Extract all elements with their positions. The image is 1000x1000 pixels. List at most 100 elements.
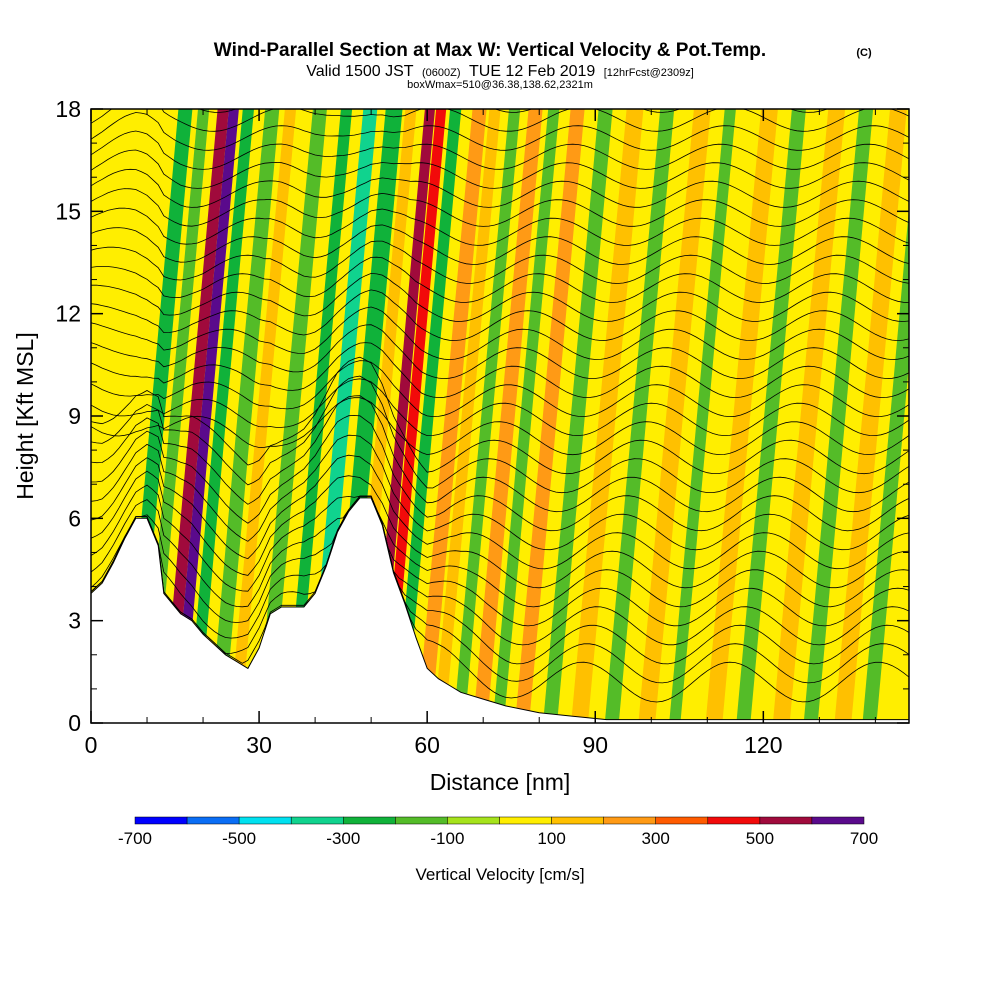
velocity-band [257,109,327,723]
y-tick-label: 6 [68,505,81,531]
colorbar-segment [551,816,604,825]
chart-title: Wind-Parallel Section at Max W: Vertical… [214,40,766,61]
theta-contour [91,112,909,151]
axes: 0 30 60 90 120 0 3 6 9 12 15 18 [55,96,909,758]
theta-contour [91,495,909,703]
velocity-band [571,109,644,723]
colorbar-segment [186,816,240,825]
terrain-mask [91,497,909,723]
colorbar-segment [447,816,500,825]
colorbar: -700 -500 -300 -100 100 300 500 700 [118,816,878,848]
velocity-band [285,109,353,723]
y-axis-label: Height [Kft MSL] [12,332,38,499]
colorbar-segment [655,816,709,825]
velocity-band [209,109,280,723]
theta-contour [91,495,909,646]
theta-contour [91,375,909,494]
theta-contour [91,109,909,132]
theta-contour [91,289,909,342]
theta-contour [198,109,829,113]
velocity-band [638,109,711,723]
velocity-band [705,109,778,723]
theta-contour [91,224,909,265]
y-tick-label: 3 [68,608,81,634]
theta-contour [91,342,909,399]
x-tick-label: 0 [85,732,98,758]
potential-temperature-contours [91,109,909,703]
velocity-band-core [382,109,445,723]
colorbar-segment [499,816,552,825]
x-tick-label: 120 [744,732,782,758]
chart-subtitle: Valid 1500 JST (0600Z) TUE 12 Feb 2019 [… [306,63,694,80]
y-tick-label: 9 [68,403,81,429]
subtitle-valid: Valid 1500 JST [306,63,414,80]
terrain [91,497,909,723]
velocity-band [473,109,543,723]
colorbar-segment [290,816,344,825]
colorbar-segment [395,816,448,825]
y-tick-label: 0 [68,710,81,736]
colorbar-segment [707,816,761,825]
theta-contour [91,306,909,361]
colorbar-segment [343,816,396,825]
velocity-band [803,109,874,723]
velocity-band [187,109,254,723]
x-axis-label: Distance [nm] [430,769,571,795]
velocity-band [669,109,736,723]
velocity-band [862,208,909,723]
colorbar-label: Vertical Velocity [cm/s] [415,865,584,884]
theta-contour [91,397,909,456]
subtitle-forecast: [12hrFcst@2309z] [604,67,694,79]
theta-contour [91,484,909,608]
theta-contour [91,470,909,589]
theta-contour [91,415,909,532]
y-tick-label: 12 [55,301,81,327]
subtitle-utc: (0600Z) [422,67,461,79]
x-tick-label: 90 [582,732,608,758]
velocity-band [604,109,675,723]
theta-contour [91,495,909,684]
y-tick-label: 18 [55,96,81,122]
theta-contour [91,356,909,475]
box-info: boxWmax=510@36.38,138.62,2321m [407,79,593,91]
theta-contour [91,272,909,322]
velocity-band-core [164,109,227,723]
theta-contour [91,324,909,380]
colorbar-tick-label: 500 [746,829,774,848]
colorbar-tick-label: 300 [642,829,670,848]
subtitle-date: TUE 12 Feb 2019 [469,63,595,80]
colorbar-tick-label: -700 [118,829,152,848]
chart-title-mark: (C) [856,47,872,59]
theta-contour [91,454,909,570]
x-tick-label: 30 [246,732,272,758]
theta-contour [91,360,909,418]
colorbar-segment [811,816,865,825]
velocity-band [772,109,846,723]
colorbar-segment [238,816,292,825]
colorbar-tick-label: 100 [537,829,565,848]
colorbar-tick-label: -500 [222,829,256,848]
theta-contour [91,240,909,284]
theta-contour [91,378,909,437]
theta-contour [91,130,909,170]
velocity-band [492,109,560,723]
colorbar-tick-label: -100 [430,829,464,848]
y-tick-label: 15 [55,198,81,224]
colorbar-segment [759,816,813,825]
theta-contour [91,434,909,551]
theta-contour [91,188,909,227]
theta-contour [91,149,909,189]
x-tick-label: 60 [414,732,440,758]
theta-contour [91,207,909,246]
velocity-band [417,109,487,723]
theta-contour [91,495,909,665]
colorbar-tick-label: 700 [850,829,878,848]
theta-contour [91,168,909,208]
colorbar-tick-label: -300 [326,829,360,848]
velocity-band [453,109,521,723]
theta-contour [91,395,909,513]
velocity-band [433,109,501,723]
theta-contour [91,495,909,627]
colorbar-segment [134,816,188,825]
